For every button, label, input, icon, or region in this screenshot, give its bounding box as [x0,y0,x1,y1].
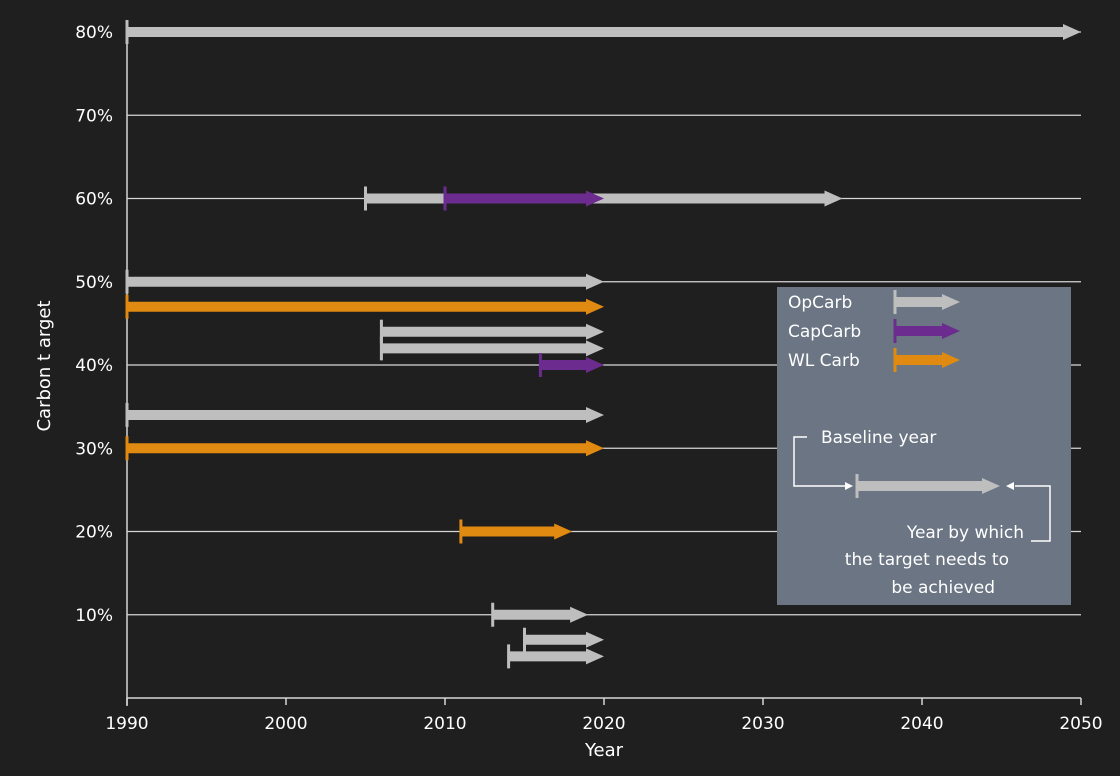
y-tick-label: 80% [75,23,113,43]
x-tick-label: 2030 [741,714,784,734]
target-arrow-8-shape [540,357,604,373]
endyear-pointer-head [1006,482,1014,490]
y-tick-label: 20% [75,523,113,543]
x-tick-labels: 1990 2000 2010 2020 2030 2040 2050 [105,698,1103,734]
target-arrow-4-shape [127,273,604,290]
legend-label-1: OpCarb [788,293,852,313]
y-axis-title: Carbon t arget [34,300,55,431]
target-arrow-7-shape [381,340,604,357]
x-tick-label: 2050 [1059,714,1102,734]
legend-label-2: CapCarb [788,322,861,342]
target-arrow-8 [538,353,604,377]
target-arrow-10-shape [127,440,604,457]
baseline-pointer-head [845,482,853,490]
target-arrow-1-shape [127,24,1081,40]
target-arrow-5 [125,294,604,319]
legend-swatch-2-shape [895,323,960,339]
legend-example-arrow [855,474,1000,498]
legend-swatch-3 [893,348,960,372]
y-tick-label: 30% [75,439,113,459]
legend-example [855,474,1000,498]
baseline-pointer-line [793,436,845,487]
target-arrow-3-shape [445,190,604,207]
legend-example-shape [857,478,1000,494]
x-tick-label: 2010 [423,714,466,734]
y-tick-label: 70% [75,106,113,126]
y-tick-label: 60% [75,190,113,210]
legend-items: OpCarb CapCarb WL Carb [788,290,960,372]
target-arrow-9-shape [127,406,604,423]
target-arrow-9 [125,402,604,427]
legend-swatch-3-shape [895,352,960,368]
legend-background [777,287,1071,605]
y-tick-label: 50% [75,273,113,293]
target-arrow-5-shape [127,298,604,315]
target-arrow-13-shape [524,631,604,648]
y-tick-label: 40% [75,356,113,376]
legend-swatch-1 [893,290,960,314]
y-tick-labels: 10% 20% 30% 40% 50% 60% 70% 80% [75,23,113,626]
legend-endyear-line-2: the target needs to [845,550,1009,570]
legend-endyear-line-1: Year by which [906,523,1024,543]
target-arrow-14-shape [508,648,604,665]
endyear-pointer-line [1015,485,1051,542]
x-tick-label: 2020 [582,714,625,734]
target-arrow-6-shape [381,323,604,340]
legend-swatch-1-shape [895,294,960,310]
target-arrow-10 [125,436,604,461]
target-arrow-14 [507,644,604,669]
y-tick-label: 10% [75,606,113,626]
x-axis-title: Year [584,740,624,761]
target-arrow-12-shape [492,606,589,623]
target-arrow-3 [443,186,604,211]
target-arrow-1 [125,20,1081,44]
target-arrow-11-shape [460,523,573,540]
target-arrow-11 [459,519,573,544]
legend-baseline-label: Baseline year [821,428,936,448]
legend-swatch-2 [893,319,960,343]
target-arrow-13 [523,627,604,652]
legend-box: OpCarb CapCarb WL Carb Baseline year Year … [777,287,1071,605]
x-tick-label: 2000 [264,714,307,734]
target-arrow-7 [379,336,604,361]
target-arrow-12 [491,602,589,627]
x-tick-label: 2040 [900,714,943,734]
x-tick-label: 1990 [105,714,148,734]
target-arrows [125,20,1081,669]
target-arrow-4 [125,269,604,294]
legend-endyear-line-3: be achieved [891,578,995,598]
legend-label-3: WL Carb [788,351,860,371]
